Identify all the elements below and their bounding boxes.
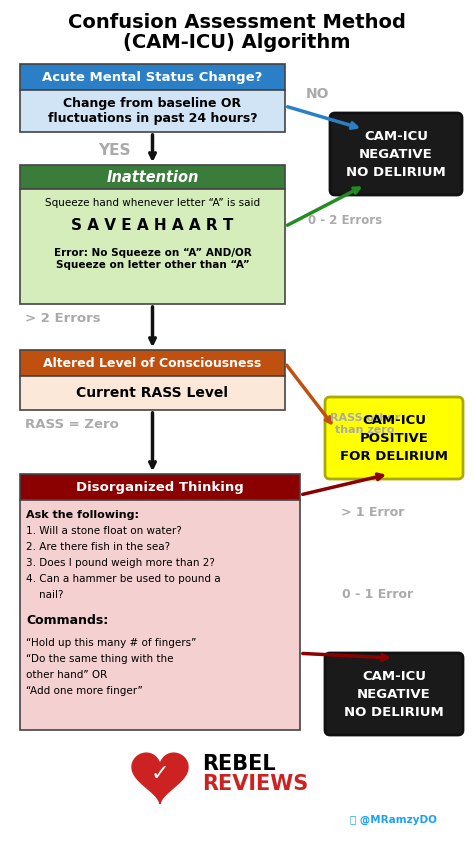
FancyBboxPatch shape	[330, 113, 462, 195]
FancyBboxPatch shape	[20, 350, 285, 376]
Text: 1. Will a stone float on water?: 1. Will a stone float on water?	[26, 526, 182, 536]
Text: ✓: ✓	[151, 764, 169, 784]
Text: Disorganized Thinking: Disorganized Thinking	[76, 481, 244, 493]
FancyBboxPatch shape	[325, 653, 463, 735]
Text: CAM-ICU
NEGATIVE
NO DELIRIUM: CAM-ICU NEGATIVE NO DELIRIUM	[344, 669, 444, 718]
Text: 0 - 1 Error: 0 - 1 Error	[342, 588, 413, 600]
Text: Change from baseline OR
fluctuations in past 24 hours?: Change from baseline OR fluctuations in …	[48, 97, 257, 125]
Text: NO: NO	[306, 87, 330, 101]
Text: RASS = Zero: RASS = Zero	[25, 418, 119, 430]
Text: 4. Can a hammer be used to pound a: 4. Can a hammer be used to pound a	[26, 574, 220, 584]
Text: > 1 Error: > 1 Error	[341, 505, 405, 519]
Text: “Do the same thing with the: “Do the same thing with the	[26, 654, 173, 664]
FancyBboxPatch shape	[20, 500, 300, 730]
Text: “Add one more finger”: “Add one more finger”	[26, 686, 143, 696]
Text: other hand” OR: other hand” OR	[26, 670, 107, 680]
Text: S A V E A H A A R T: S A V E A H A A R T	[71, 217, 234, 232]
Text: REBEL: REBEL	[202, 754, 275, 774]
FancyBboxPatch shape	[20, 189, 285, 304]
Text: Altered Level of Consciousness: Altered Level of Consciousness	[44, 356, 262, 370]
FancyBboxPatch shape	[20, 376, 285, 410]
Text: YES: YES	[98, 142, 131, 157]
FancyBboxPatch shape	[20, 474, 300, 500]
Text: 🐦 @MRamzyDO: 🐦 @MRamzyDO	[350, 815, 437, 825]
Text: Confusion Assessment Method: Confusion Assessment Method	[68, 13, 406, 31]
Text: Inattention: Inattention	[106, 169, 199, 184]
Text: Ask the following:: Ask the following:	[26, 510, 139, 520]
Text: Acute Mental Status Change?: Acute Mental Status Change?	[42, 71, 263, 83]
Text: REVIEWS: REVIEWS	[202, 774, 308, 794]
Text: Current RASS Level: Current RASS Level	[76, 386, 228, 400]
FancyBboxPatch shape	[325, 397, 463, 479]
Text: Squeeze hand whenever letter “A” is said: Squeeze hand whenever letter “A” is said	[45, 198, 260, 208]
Text: nail?: nail?	[26, 590, 64, 600]
Text: Error: No Squeeze on “A” AND/OR
Squeeze on letter other than “A”: Error: No Squeeze on “A” AND/OR Squeeze …	[54, 248, 251, 269]
Text: 0 - 2 Errors: 0 - 2 Errors	[308, 214, 382, 226]
Text: CAM-ICU
NEGATIVE
NO DELIRIUM: CAM-ICU NEGATIVE NO DELIRIUM	[346, 130, 446, 179]
Text: (CAM-ICU) Algorithm: (CAM-ICU) Algorithm	[123, 33, 351, 51]
Text: Commands:: Commands:	[26, 614, 108, 627]
Text: RASS other
than zero: RASS other than zero	[330, 413, 400, 434]
Text: “Hold up this many # of fingers”: “Hold up this many # of fingers”	[26, 638, 196, 648]
FancyBboxPatch shape	[20, 64, 285, 90]
Text: 3. Does I pound weigh more than 2?: 3. Does I pound weigh more than 2?	[26, 558, 215, 568]
Text: CAM-ICU
POSITIVE
FOR DELIRIUM: CAM-ICU POSITIVE FOR DELIRIUM	[340, 413, 448, 462]
Text: > 2 Errors: > 2 Errors	[25, 312, 100, 324]
Text: 2. Are there fish in the sea?: 2. Are there fish in the sea?	[26, 542, 170, 552]
Polygon shape	[132, 753, 188, 804]
FancyBboxPatch shape	[20, 90, 285, 132]
FancyBboxPatch shape	[20, 165, 285, 189]
